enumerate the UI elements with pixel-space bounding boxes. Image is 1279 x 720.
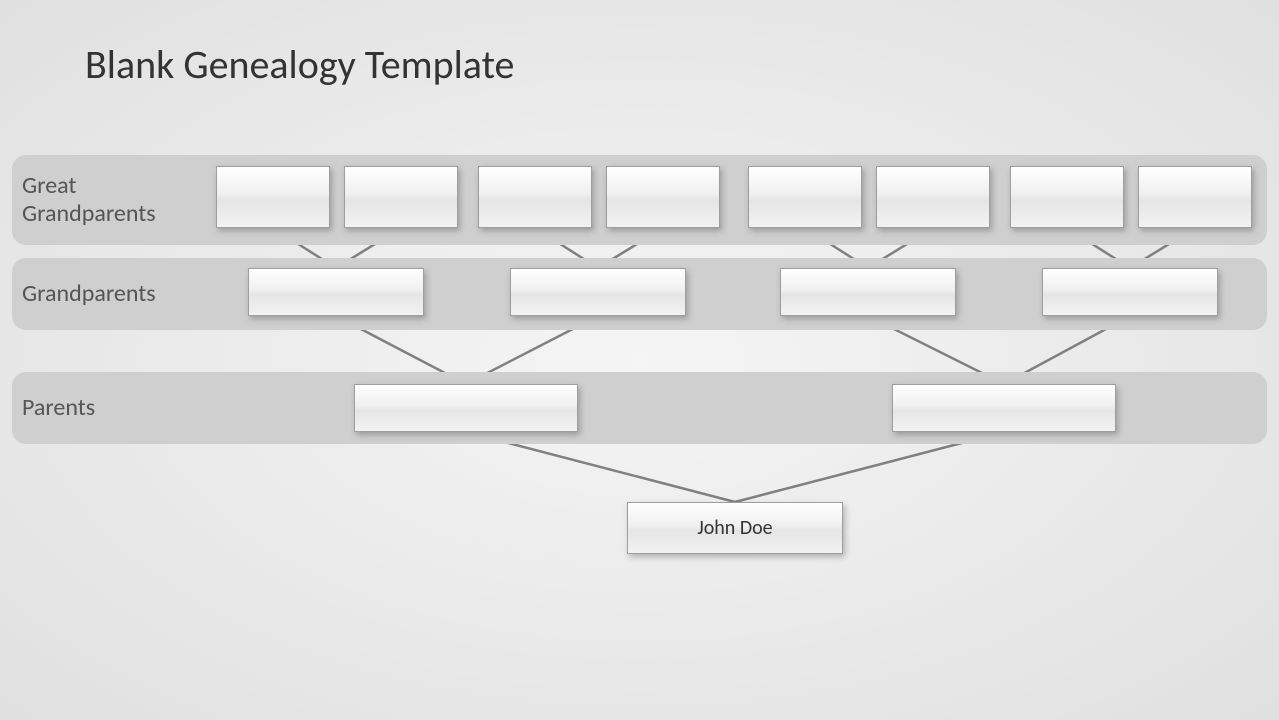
great-grandparent-node-2 (478, 166, 592, 228)
great-grandparent-node-5 (876, 166, 990, 228)
great-grandparent-node-0 (216, 166, 330, 228)
root-node: John Doe (627, 502, 843, 554)
great-grandparent-node-3 (606, 166, 720, 228)
grandparent-node-3 (1042, 268, 1218, 316)
parent-node-1 (892, 384, 1116, 432)
great-grandparent-node-4 (748, 166, 862, 228)
band-label-grandparents: Grandparents (22, 280, 156, 308)
grandparent-node-0 (248, 268, 424, 316)
grandparent-node-2 (780, 268, 956, 316)
parent-node-0 (354, 384, 578, 432)
connector-layer (0, 0, 1279, 720)
band-label-great-grandparents: GreatGrandparents (22, 172, 156, 227)
great-grandparent-node-6 (1010, 166, 1124, 228)
page-title: Blank Genealogy Template (85, 40, 514, 89)
grandparent-node-1 (510, 268, 686, 316)
great-grandparent-node-1 (344, 166, 458, 228)
band-label-parents: Parents (22, 394, 95, 422)
great-grandparent-node-7 (1138, 166, 1252, 228)
